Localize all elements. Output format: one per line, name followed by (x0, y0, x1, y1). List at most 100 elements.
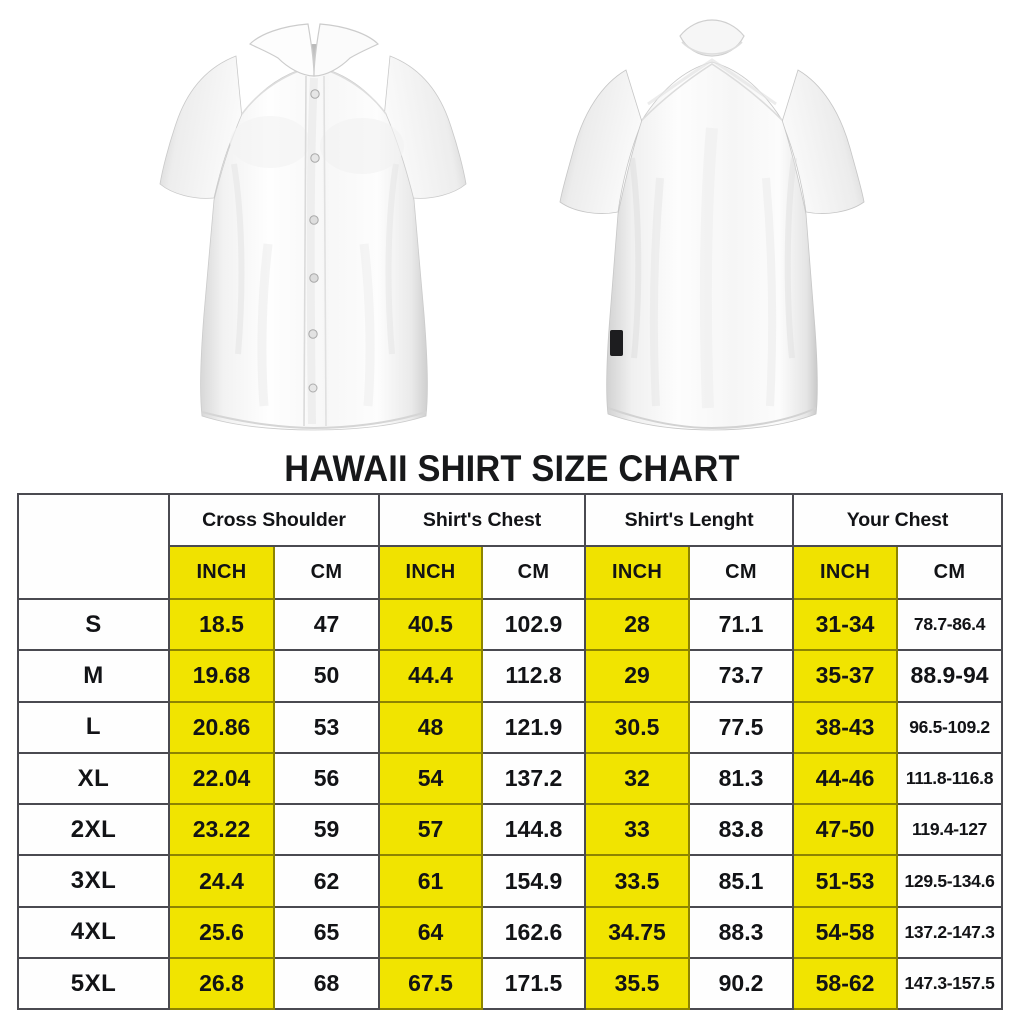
unit-header-cm-shirts-chest: CM (481, 545, 587, 600)
cell-your-chest-inch: 35-37 (792, 649, 899, 703)
size-label-cell: 5XL (17, 957, 170, 1011)
cell-shirts-chest-cm: 102.9 (481, 597, 587, 652)
page-title: HAWAII SHIRT SIZE CHART (284, 448, 740, 489)
table-row: S 18.5 47 40.5 102.9 28 71.1 31-34 78.7-86.4 (17, 597, 1004, 652)
cell-your-chest-inch: 38-43 (792, 700, 899, 754)
cell-cross-shoulder-inch: 25.6 (168, 905, 275, 960)
cell-shirts-lenght-cm: 90.2 (688, 957, 795, 1011)
cell-your-chest-cm: 96.5-109.2 (896, 700, 1004, 754)
size-label-cell: 3XL (17, 854, 170, 908)
cell-shirts-chest-inch: 64 (378, 905, 484, 960)
cell-your-chest-inch: 47-50 (792, 803, 899, 857)
size-label-cell: S (17, 597, 170, 652)
cell-cross-shoulder-cm: 65 (272, 905, 381, 960)
cell-shirts-chest-inch: 61 (378, 854, 484, 908)
cell-cross-shoulder-inch: 26.8 (168, 957, 275, 1011)
hem-label-tag (610, 330, 623, 356)
group-header-your-chest: Your Chest (792, 493, 1004, 547)
group-header-shirts-lenght: Shirt's Lenght (584, 493, 795, 547)
cell-shirts-lenght-inch: 35.5 (584, 957, 691, 1011)
cell-shirts-lenght-inch: 34.75 (584, 905, 691, 960)
size-label-cell: 4XL (17, 905, 170, 960)
table-row: 5XL 26.8 68 67.5 171.5 35.5 90.2 58-62 147.3-157… (17, 957, 1004, 1011)
unit-header-inch-shirts-chest: INCH (378, 545, 484, 600)
size-label-cell: M (17, 649, 170, 703)
cell-your-chest-cm: 137.2-147.3 (896, 905, 1004, 960)
cell-cross-shoulder-inch: 22.04 (168, 751, 275, 806)
cell-cross-shoulder-inch: 20.86 (168, 700, 275, 754)
table-row: M 19.68 50 44.4 112.8 29 73.7 35-37 88.9-94 (17, 649, 1004, 703)
cell-shirts-chest-cm: 112.8 (481, 649, 587, 703)
cell-your-chest-inch: 51-53 (792, 854, 899, 908)
unit-header-cm-your-chest: CM (896, 545, 1004, 600)
cell-shirts-chest-inch: 67.5 (378, 957, 484, 1011)
size-label-cell: L (17, 700, 170, 754)
cell-cross-shoulder-inch: 23.22 (168, 803, 275, 857)
cell-cross-shoulder-cm: 53 (272, 700, 381, 754)
size-chart-table-container: Cross Shoulder Shirt's Chest Shirt's Len… (17, 493, 1004, 1011)
cell-shirts-lenght-inch: 32 (584, 751, 691, 806)
cell-your-chest-inch: 54-58 (792, 905, 899, 960)
cell-shirts-chest-inch: 44.4 (378, 649, 484, 703)
cell-shirts-lenght-cm: 81.3 (688, 751, 795, 806)
cell-shirts-lenght-inch: 30.5 (584, 700, 691, 754)
size-chart-table: Cross Shoulder Shirt's Chest Shirt's Len… (17, 493, 1004, 1011)
cell-shirts-chest-cm: 137.2 (481, 751, 587, 806)
size-label-cell: XL (17, 751, 170, 806)
cell-your-chest-cm: 111.8-116.8 (896, 751, 1004, 806)
cell-cross-shoulder-inch: 18.5 (168, 597, 275, 652)
cell-your-chest-inch: 31-34 (792, 597, 899, 652)
cell-your-chest-cm: 119.4-127 (896, 803, 1004, 857)
unit-header-inch-your-chest: INCH (792, 545, 899, 600)
cell-shirts-lenght-cm: 73.7 (688, 649, 795, 703)
cell-your-chest-inch: 58-62 (792, 957, 899, 1011)
cell-shirts-lenght-cm: 85.1 (688, 854, 795, 908)
cell-cross-shoulder-cm: 62 (272, 854, 381, 908)
cell-shirts-lenght-cm: 83.8 (688, 803, 795, 857)
cell-your-chest-cm: 129.5-134.6 (896, 854, 1004, 908)
cell-shirts-chest-cm: 171.5 (481, 957, 587, 1011)
unit-header-cm-cross-shoulder: CM (272, 545, 381, 600)
cell-shirts-lenght-inch: 29 (584, 649, 691, 703)
size-label-cell: 2XL (17, 803, 170, 857)
unit-header-cm-shirts-lenght: CM (688, 545, 795, 600)
group-header-row: Cross Shoulder Shirt's Chest Shirt's Len… (17, 493, 1004, 600)
cell-your-chest-cm: 88.9-94 (896, 649, 1004, 703)
table-corner-cell (17, 493, 170, 600)
cell-shirts-chest-inch: 57 (378, 803, 484, 857)
shirt-back-view (548, 8, 878, 432)
cell-your-chest-cm: 78.7-86.4 (896, 597, 1004, 652)
cell-cross-shoulder-cm: 50 (272, 649, 381, 703)
cell-shirts-lenght-inch: 33 (584, 803, 691, 857)
cell-shirts-chest-cm: 162.6 (481, 905, 587, 960)
table-row: 4XL 25.6 65 64 162.6 34.75 88.3 54-58 137.2-147.… (17, 905, 1004, 960)
unit-header-inch-shirts-lenght: INCH (584, 545, 691, 600)
cell-cross-shoulder-cm: 56 (272, 751, 381, 806)
cell-cross-shoulder-inch: 24.4 (168, 854, 275, 908)
cell-shirts-lenght-inch: 33.5 (584, 854, 691, 908)
table-row: 3XL 24.4 62 61 154.9 33.5 85.1 51-53 129.5-134.6 (17, 854, 1004, 908)
cell-shirts-lenght-cm: 71.1 (688, 597, 795, 652)
group-header-shirts-chest: Shirt's Chest (378, 493, 587, 547)
shirt-front-view (138, 14, 488, 432)
cell-your-chest-cm: 147.3-157.5 (896, 957, 1004, 1011)
size-chart-table-body: S 18.5 47 40.5 102.9 28 71.1 31-34 78.7-86.4 M 19.… (17, 597, 1004, 1011)
cell-shirts-chest-inch: 54 (378, 751, 484, 806)
cell-shirts-chest-inch: 40.5 (378, 597, 484, 652)
cell-cross-shoulder-cm: 59 (272, 803, 381, 857)
unit-header-row: INCH CM INCH CM INCH CM INCH CM (18, 545, 1004, 600)
cell-cross-shoulder-inch: 19.68 (168, 649, 275, 703)
table-row: 2XL 23.22 59 57 144.8 33 83.8 47-50 119.4-127 (17, 803, 1004, 857)
cell-cross-shoulder-cm: 68 (272, 957, 381, 1011)
group-header-cross-shoulder: Cross Shoulder (167, 493, 381, 547)
cell-shirts-chest-cm: 121.9 (481, 700, 587, 754)
cell-shirts-chest-cm: 154.9 (481, 854, 587, 908)
table-row: XL 22.04 56 54 137.2 32 81.3 44-46 111.8-116.8 (17, 751, 1004, 806)
unit-header-inch-cross-shoulder: INCH (168, 545, 275, 600)
cell-shirts-lenght-cm: 88.3 (688, 905, 795, 960)
cell-shirts-lenght-cm: 77.5 (688, 700, 795, 754)
cell-shirts-chest-cm: 144.8 (481, 803, 587, 857)
cell-shirts-lenght-inch: 28 (584, 597, 691, 652)
cell-cross-shoulder-cm: 47 (272, 597, 381, 652)
table-row: L 20.86 53 48 121.9 30.5 77.5 38-43 96.5-109.2 (17, 700, 1004, 754)
